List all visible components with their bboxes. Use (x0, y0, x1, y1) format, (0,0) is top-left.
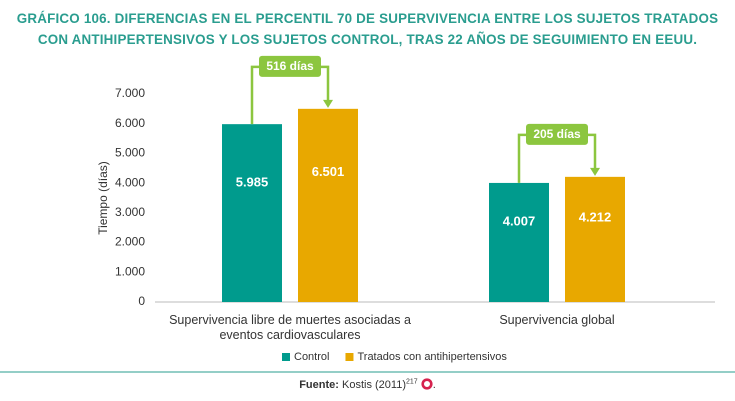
value-label: 4.212 (579, 210, 612, 225)
y-tick-label: 6.000 (115, 116, 145, 130)
link-icon (421, 378, 433, 390)
value-label: 5.985 (236, 174, 269, 189)
x-tick-label: Supervivencia libre de muertes asociadas… (169, 313, 411, 342)
bar (222, 124, 282, 302)
annotation-box (526, 123, 588, 145)
bar (565, 176, 625, 302)
y-tick-label: 4.000 (115, 175, 145, 189)
legend-label: Tratados con antihipertensivos (357, 351, 507, 363)
y-axis-label: Tiempo (días) (96, 161, 110, 235)
value-label: 6.501 (312, 164, 345, 179)
x-tick-label: Supervivencia global (499, 313, 615, 327)
y-tick-label: 3.000 (115, 205, 145, 219)
source-text: Kostis (2011) (341, 379, 406, 391)
annotation: 516 días (266, 59, 314, 73)
source-label: Fuente: (299, 379, 339, 391)
y-tick-label: 2.000 (115, 235, 145, 249)
annotation-box (259, 55, 321, 77)
source-ref: 217 (405, 378, 418, 386)
legend-label: Control (294, 351, 329, 363)
annotation-arrow (323, 99, 333, 108)
legend-swatch (345, 353, 354, 361)
annotation: 205 días (533, 127, 581, 141)
source: Fuente: Kostis (2011)217 . (299, 378, 436, 391)
bar (298, 108, 358, 303)
chart-title: GRÁFICO 106. DIFERENCIAS EN EL PERCENTIL… (16, 11, 719, 47)
y-tick-label: 7.000 (115, 86, 145, 100)
bar (489, 182, 549, 302)
legend-swatch (282, 353, 290, 361)
y-tick-label: 1.000 (115, 264, 145, 278)
y-tick-label: 5.000 (115, 146, 145, 160)
annotation-arrow (590, 167, 600, 176)
value-label: 4.007 (503, 214, 536, 229)
y-tick-label: 0 (138, 294, 145, 308)
